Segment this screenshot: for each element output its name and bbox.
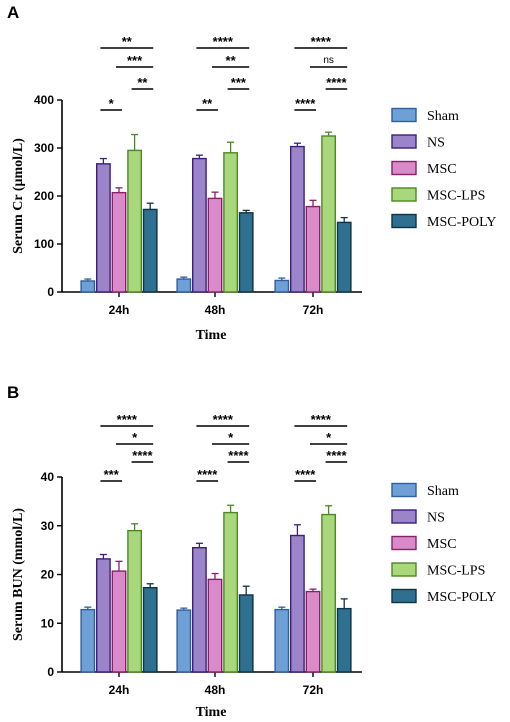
bar-sham-48h — [176, 609, 192, 673]
significance-label: **** — [295, 467, 316, 482]
significance-label: * — [326, 430, 332, 445]
bar-msc-24h — [111, 570, 127, 673]
y-axis-title: Serum Cr (μmol/L) — [11, 138, 26, 254]
legend-label-msc: MSC — [427, 162, 457, 177]
y-tick-label: 10 — [41, 616, 55, 630]
y-tick-label: 30 — [41, 519, 55, 533]
legend-swatch-msc-poly — [391, 588, 417, 604]
legend-swatch-msc — [391, 535, 417, 551]
legend-label-msc-poly: MSC-POLY — [427, 215, 496, 230]
legend-label-ns: NS — [427, 136, 445, 151]
bar-msc-lps-72h — [321, 135, 336, 293]
significance-label: **** — [132, 448, 153, 463]
legend-swatch-msc-lps — [391, 562, 417, 577]
bar-msc-72h — [305, 205, 321, 293]
y-tick-label: 40 — [41, 470, 55, 484]
bar-ns-48h — [191, 546, 207, 673]
panel-label: A — [7, 3, 19, 22]
legend-label-msc: MSC — [427, 537, 457, 552]
bar-msc-poly-72h — [336, 607, 352, 673]
x-axis-title: Time — [196, 705, 227, 720]
y-tick-label: 20 — [41, 568, 55, 582]
bar-msc-poly-24h — [142, 586, 158, 673]
significance-label: ns — [323, 55, 334, 66]
y-tick-label: 0 — [47, 285, 54, 299]
bar-ns-48h — [191, 157, 207, 293]
legend-swatch-ns — [391, 509, 417, 524]
significance-label: **** — [326, 448, 347, 463]
significance-label: **** — [295, 96, 316, 111]
panel-a: A 0 100 200 300 400 24h 48h 72h Time Serum Cr (μmo… — [7, 3, 496, 343]
y-tick-label: 300 — [34, 141, 54, 155]
bar-msc-poly-24h — [142, 208, 158, 293]
significance-label: **** — [213, 34, 234, 49]
legend-label-sham: Sham — [427, 109, 459, 124]
legend-swatch-msc — [391, 160, 417, 176]
significance-label: **** — [117, 412, 138, 427]
bar-msc-72h — [305, 590, 321, 673]
y-tick-label: 100 — [34, 237, 54, 251]
y-axis-title: Serum BUN (mmol/L) — [11, 508, 26, 641]
bar-msc-48h — [207, 578, 223, 673]
bar-msc-24h — [111, 191, 127, 293]
legend-label-sham: Sham — [427, 484, 459, 499]
x-tick-label: 72h — [303, 303, 324, 317]
bar-msc-lps-72h — [321, 513, 336, 673]
legend-label-msc-poly: MSC-POLY — [427, 590, 496, 605]
bar-sham-24h — [80, 280, 96, 293]
bar-ns-72h — [290, 534, 305, 673]
y-tick-label: 200 — [34, 189, 54, 203]
significance-label: **** — [213, 412, 234, 427]
significance-label: ** — [202, 96, 213, 111]
bar-msc-48h — [207, 197, 223, 293]
x-tick-label: 24h — [109, 303, 130, 317]
x-tick-label: 72h — [303, 683, 324, 697]
significance-label: **** — [228, 448, 249, 463]
significance-label: ** — [122, 34, 133, 49]
significance-label: ** — [137, 75, 148, 90]
significance-label: * — [109, 96, 115, 111]
bar-sham-72h — [274, 279, 290, 293]
bar-msc-poly-48h — [238, 594, 254, 673]
significance-label: *** — [104, 467, 120, 482]
bar-msc-lps-48h — [223, 511, 238, 673]
legend-swatch-sham — [391, 107, 417, 123]
y-tick-label: 0 — [47, 665, 54, 679]
bar-msc-lps-24h — [127, 149, 143, 293]
significance-label: *** — [127, 53, 143, 68]
bar-ns-24h — [95, 558, 111, 673]
bar-sham-24h — [80, 608, 96, 673]
legend-label-msc-lps: MSC-LPS — [427, 564, 485, 579]
significance-label: **** — [197, 467, 218, 482]
bar-sham-72h — [274, 608, 290, 673]
x-tick-label: 48h — [205, 303, 226, 317]
bar-msc-lps-48h — [223, 152, 238, 293]
significance-label: *** — [231, 75, 247, 90]
legend-swatch-ns — [391, 134, 417, 149]
legend-swatch-msc-lps — [391, 187, 417, 202]
significance-label: * — [132, 430, 138, 445]
x-tick-label: 24h — [109, 683, 130, 697]
significance-label: * — [228, 430, 234, 445]
significance-label: **** — [311, 34, 332, 49]
x-axis-title: Time — [196, 328, 227, 343]
significance-label: ** — [226, 53, 237, 68]
significance-label: **** — [311, 412, 332, 427]
bar-ns-24h — [95, 163, 111, 293]
bar-ns-72h — [290, 145, 305, 293]
bar-msc-lps-24h — [127, 529, 143, 673]
legend-label-ns: NS — [427, 511, 445, 526]
y-tick-label: 400 — [34, 93, 54, 107]
bar-msc-poly-48h — [238, 212, 254, 293]
x-tick-label: 48h — [205, 683, 226, 697]
bar-msc-poly-72h — [336, 221, 352, 293]
bar-sham-48h — [176, 278, 192, 293]
legend-swatch-sham — [391, 482, 417, 498]
legend-swatch-msc-poly — [391, 213, 417, 229]
significance-label: **** — [326, 75, 347, 90]
panel-label: B — [7, 383, 19, 402]
panel-b: B 0 10 20 30 40 24h 48h 72h Time Serum BUN (mmol/L… — [7, 383, 496, 720]
legend-label-msc-lps: MSC-LPS — [427, 189, 485, 204]
